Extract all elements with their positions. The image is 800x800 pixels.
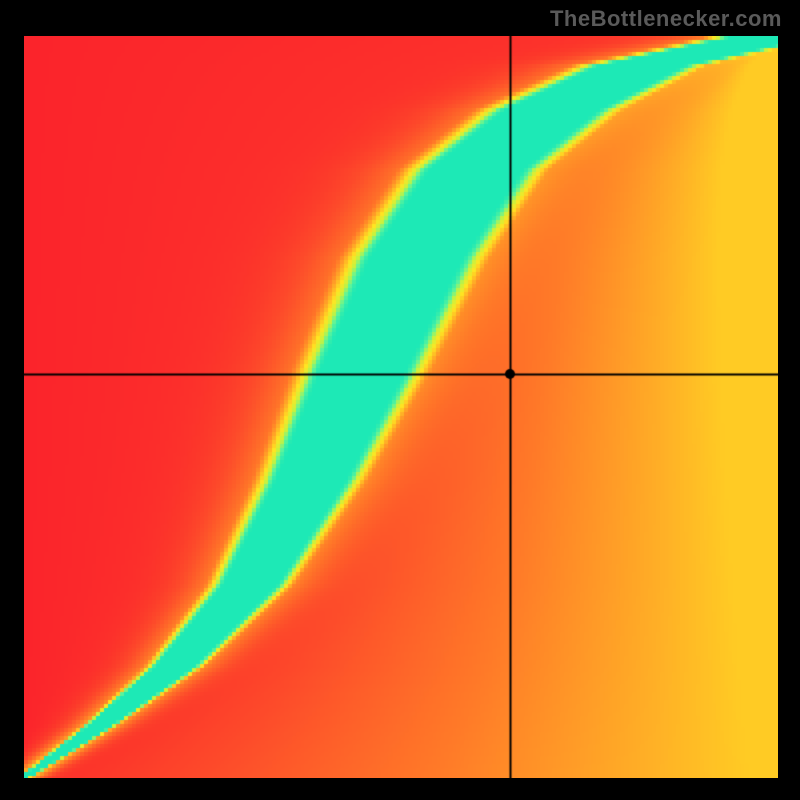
watermark-text: TheBottlenecker.com	[550, 6, 782, 32]
chart-container: TheBottlenecker.com	[0, 0, 800, 800]
heatmap-chart	[24, 36, 778, 778]
